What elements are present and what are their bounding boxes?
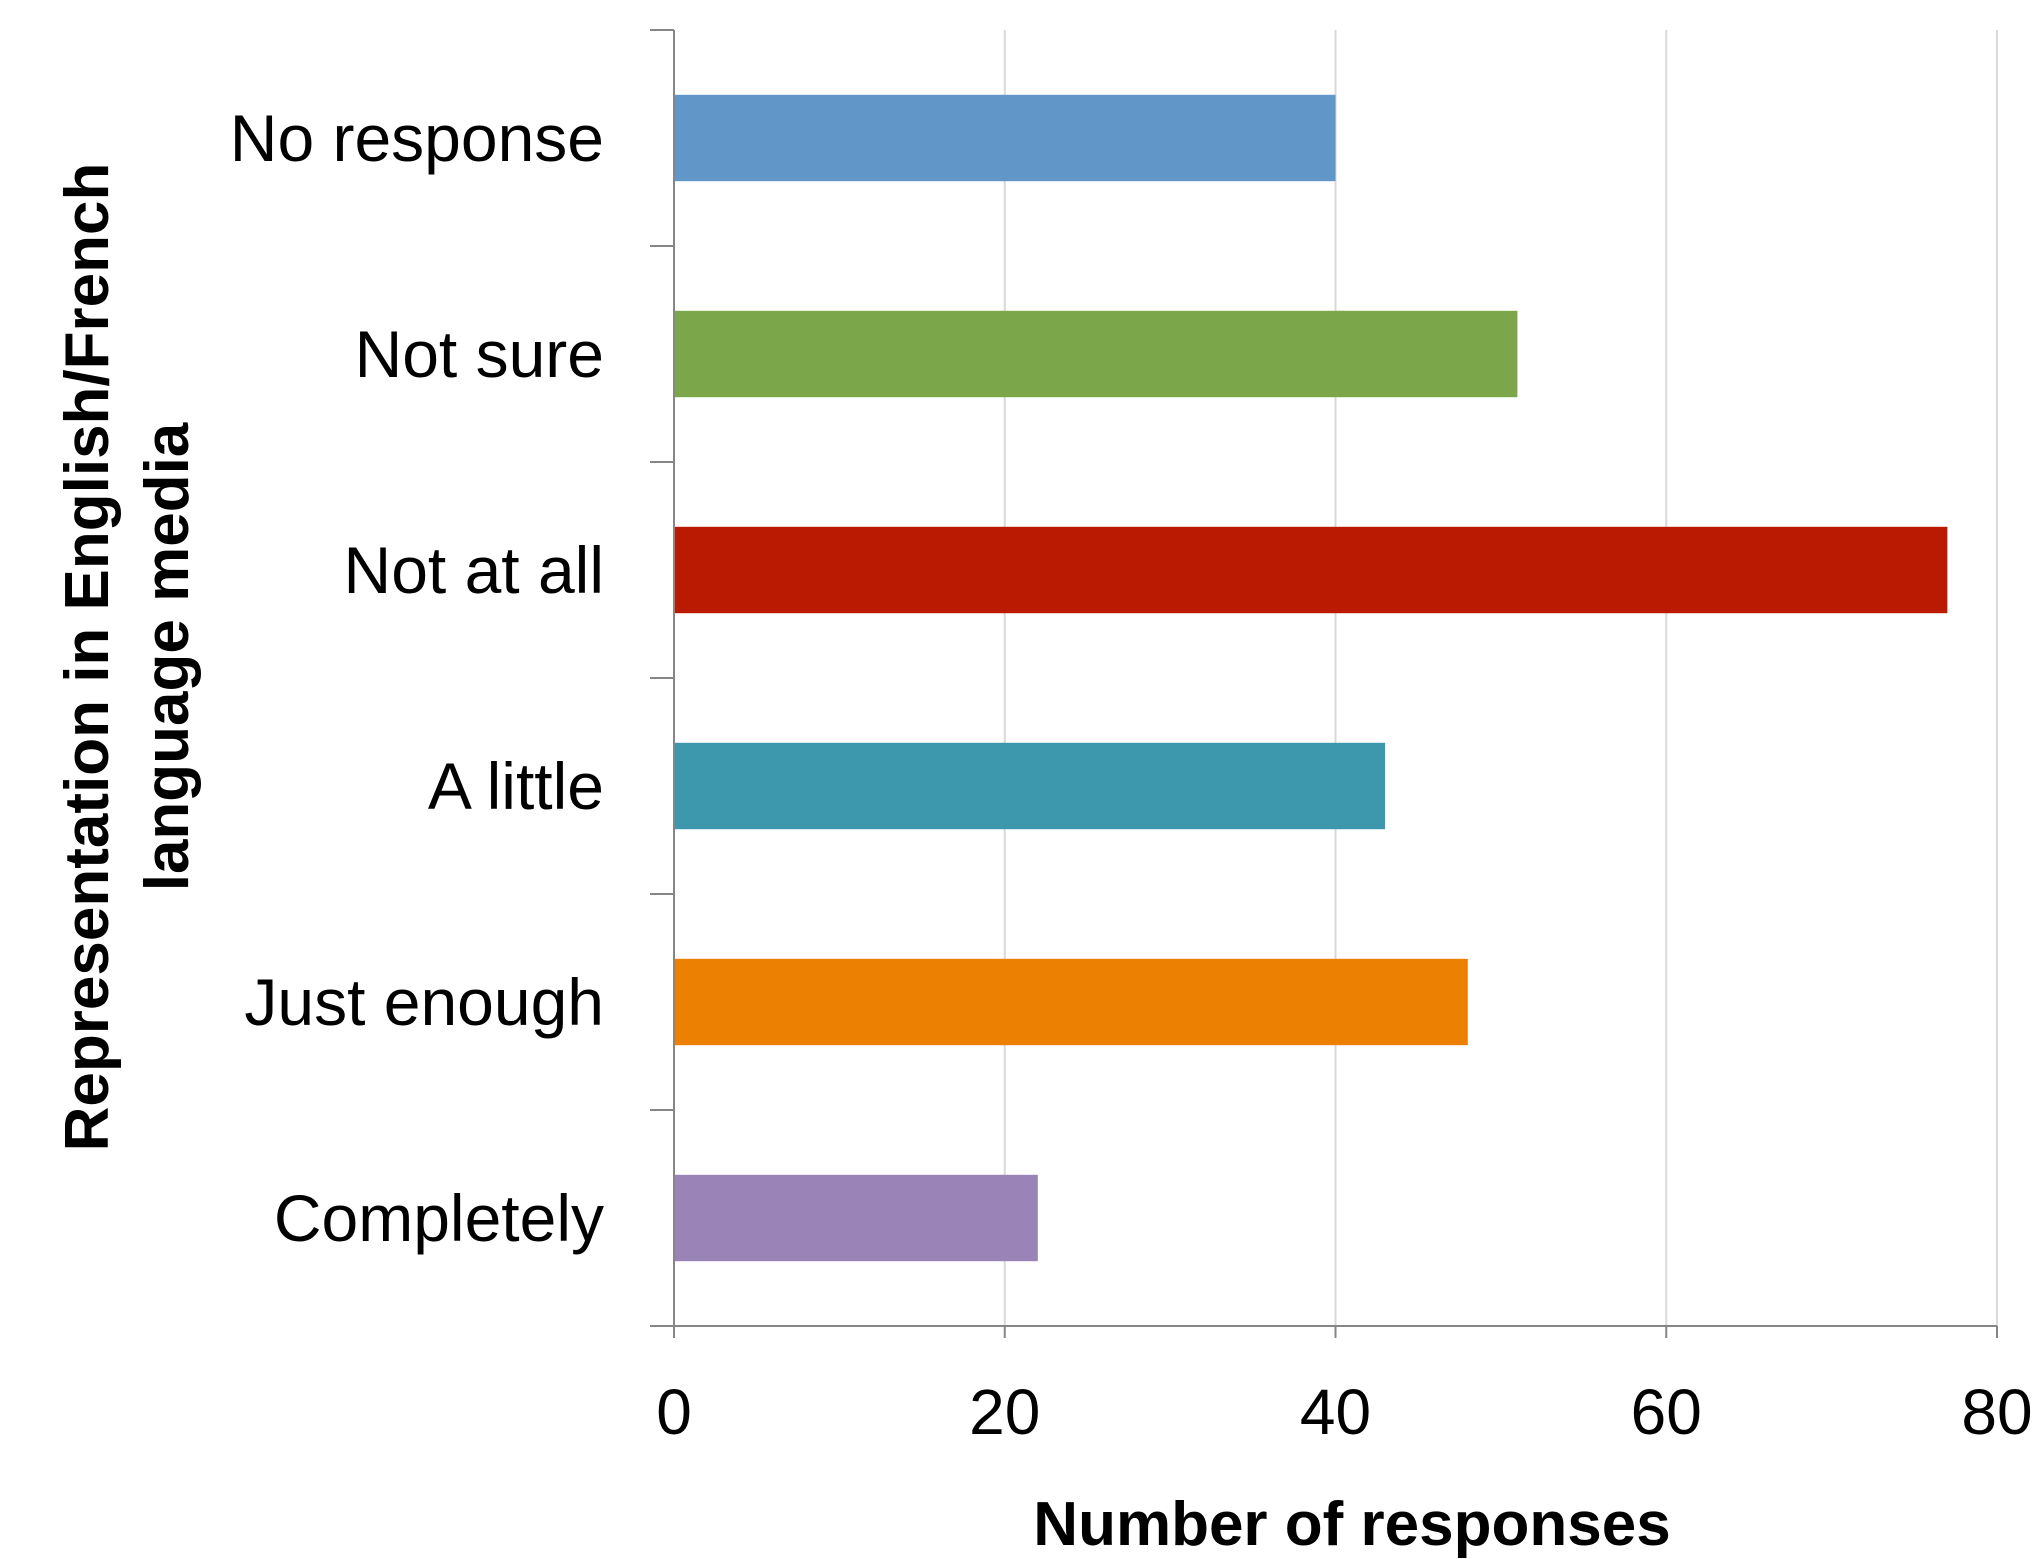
gridlines: [1003, 30, 1998, 1326]
bars: [674, 94, 1948, 1262]
x-tick-labels: 0 20 40 60 80: [656, 1376, 2032, 1448]
y-axis-title-line-1: Representation in English/French: [53, 163, 122, 1152]
x-tick-label-40: 40: [1300, 1376, 1371, 1448]
bar-no-response: [674, 94, 1336, 182]
bar-not-at-all: [674, 526, 1948, 614]
bar-completely: [674, 1174, 1038, 1262]
category-label-a-little: A little: [428, 749, 604, 823]
axes: [650, 30, 1997, 1327]
y-axis-title-line-2: language media: [133, 422, 202, 891]
bar-just-enough: [674, 958, 1468, 1046]
category-label-no-response: No response: [230, 101, 604, 175]
x-tick-label-60: 60: [1631, 1376, 1702, 1448]
bar-not-sure: [674, 310, 1518, 398]
category-label-completely: Completely: [274, 1181, 604, 1255]
x-tick-label-20: 20: [969, 1376, 1040, 1448]
x-axis-title: Number of responses: [1033, 1490, 1670, 1559]
x-tick-label-0: 0: [656, 1376, 692, 1448]
category-label-not-sure: Not sure: [355, 317, 604, 391]
y-axis-title: Representation in English/French languag…: [53, 163, 202, 1152]
category-label-just-enough: Just enough: [244, 965, 604, 1039]
x-tick-label-80: 80: [1961, 1376, 2032, 1448]
category-labels: No response Not sure Not at all A little Jus…: [230, 101, 604, 1255]
bar-a-little: [674, 742, 1386, 830]
tick-marks: [650, 29, 1998, 1338]
category-label-not-at-all: Not at all: [344, 533, 604, 607]
